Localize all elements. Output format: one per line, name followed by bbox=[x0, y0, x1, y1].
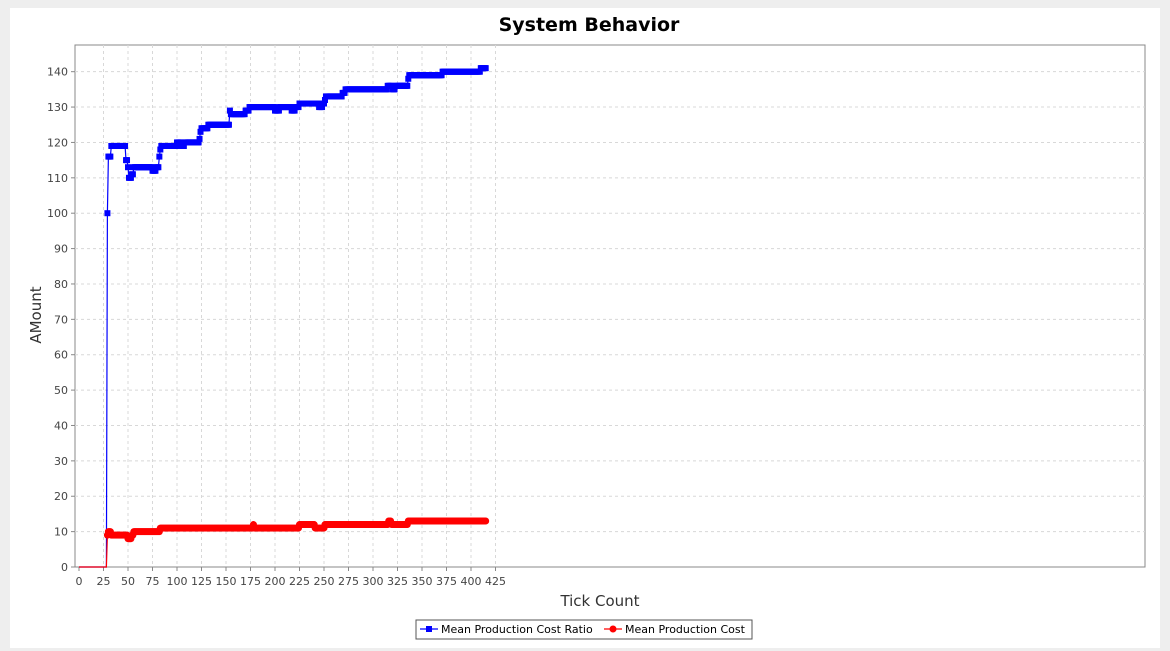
data-point bbox=[287, 104, 294, 111]
y-tick-label: 0 bbox=[61, 561, 68, 574]
y-tick-label: 120 bbox=[47, 136, 68, 149]
data-point bbox=[226, 107, 233, 114]
y-tick-label: 30 bbox=[54, 455, 68, 468]
data-point bbox=[155, 164, 162, 171]
data-point bbox=[275, 107, 282, 114]
data-point bbox=[321, 100, 327, 107]
y-tick-label: 60 bbox=[54, 349, 68, 362]
y-tick-label: 80 bbox=[54, 278, 68, 291]
data-point bbox=[271, 104, 278, 111]
x-axis-label: Tick Count bbox=[559, 592, 639, 610]
x-tick-label: 100 bbox=[167, 575, 188, 588]
data-point bbox=[125, 164, 131, 171]
chart-title: System Behavior bbox=[499, 14, 680, 36]
data-point bbox=[129, 171, 136, 178]
y-tick-label: 100 bbox=[47, 207, 68, 220]
legend: Mean Production Cost Ratio Mean Producti… bbox=[415, 619, 753, 640]
y-tick-label: 130 bbox=[47, 101, 68, 114]
data-point bbox=[122, 142, 129, 149]
data-point bbox=[405, 75, 412, 82]
legend-marker-cost bbox=[609, 625, 617, 633]
data-point bbox=[127, 174, 134, 181]
data-point bbox=[438, 72, 445, 79]
data-point bbox=[482, 65, 489, 72]
x-tick-label: 175 bbox=[240, 575, 261, 588]
x-tick-label: 325 bbox=[387, 575, 408, 588]
data-point bbox=[156, 153, 163, 160]
x-tick-label: 275 bbox=[338, 575, 359, 588]
y-tick-label: 10 bbox=[54, 526, 68, 539]
y-tick-label: 110 bbox=[47, 172, 68, 185]
data-point bbox=[383, 86, 390, 93]
x-tick-label: 350 bbox=[412, 575, 433, 588]
data-point bbox=[295, 104, 302, 111]
data-point bbox=[245, 107, 252, 114]
data-point bbox=[404, 82, 411, 89]
y-tick-label: 70 bbox=[54, 313, 68, 326]
data-point bbox=[195, 139, 202, 146]
data-point bbox=[148, 164, 155, 171]
x-tick-label: 375 bbox=[436, 575, 457, 588]
legend-box bbox=[415, 619, 753, 640]
data-point bbox=[388, 82, 395, 89]
y-axis-label: AMount bbox=[27, 286, 45, 343]
legend-label-ratio: Mean Production Cost Ratio bbox=[441, 623, 593, 636]
data-point bbox=[321, 96, 328, 103]
x-tick-label: 400 bbox=[461, 575, 482, 588]
data-point bbox=[482, 517, 490, 525]
data-point bbox=[241, 111, 248, 118]
chart-panel: System Behavior 0 10 20 30 40 50 60 70 80 90 100 11… bbox=[10, 8, 1160, 648]
y-tick-label: 140 bbox=[47, 66, 68, 79]
data-point bbox=[476, 68, 483, 75]
y-tick-label: 90 bbox=[54, 243, 68, 256]
data-point bbox=[225, 121, 232, 128]
x-tick-label: 150 bbox=[216, 575, 237, 588]
data-point bbox=[319, 104, 326, 111]
data-point bbox=[204, 125, 211, 132]
x-tick-label: 250 bbox=[314, 575, 335, 588]
y-tick-label: 50 bbox=[54, 384, 68, 397]
y-tick-label: 40 bbox=[54, 419, 68, 432]
x-tick-label: 25 bbox=[97, 575, 111, 588]
x-tick-label: 50 bbox=[121, 575, 135, 588]
data-point bbox=[338, 93, 345, 100]
data-point bbox=[291, 107, 298, 114]
y-tick-label: 20 bbox=[54, 490, 68, 503]
grid bbox=[75, 45, 1145, 567]
data-point bbox=[104, 210, 111, 217]
data-point bbox=[196, 135, 203, 142]
x-tick-label: 125 bbox=[191, 575, 212, 588]
data-point bbox=[107, 153, 114, 160]
data-point bbox=[180, 142, 187, 149]
data-point bbox=[315, 100, 322, 107]
x-tick-label: 425 bbox=[485, 575, 506, 588]
chart-svg: System Behavior 0 10 20 30 40 50 60 70 80 90 100 11… bbox=[27, 14, 1146, 640]
legend-label-cost: Mean Production Cost bbox=[625, 623, 746, 636]
x-tick-label: 75 bbox=[146, 575, 160, 588]
data-point bbox=[173, 142, 180, 149]
data-point bbox=[197, 128, 204, 135]
x-tick-label: 200 bbox=[265, 575, 286, 588]
data-point bbox=[152, 167, 159, 174]
data-point bbox=[391, 86, 398, 93]
data-point bbox=[177, 139, 184, 146]
legend-marker-ratio bbox=[426, 626, 432, 632]
data-point bbox=[124, 157, 131, 164]
axes: 0 10 20 30 40 50 60 70 80 90 100 110 120 130 140 0 25 50 7… bbox=[47, 66, 506, 588]
series-mean-production-cost-ratio bbox=[79, 65, 489, 568]
plot-area bbox=[74, 44, 1146, 568]
x-tick-label: 0 bbox=[76, 575, 83, 588]
series-mean-production-cost bbox=[79, 517, 490, 568]
data-point bbox=[341, 89, 348, 96]
x-tick-label: 300 bbox=[363, 575, 384, 588]
x-tick-label: 225 bbox=[289, 575, 310, 588]
data-point bbox=[157, 146, 164, 153]
series bbox=[79, 65, 490, 568]
